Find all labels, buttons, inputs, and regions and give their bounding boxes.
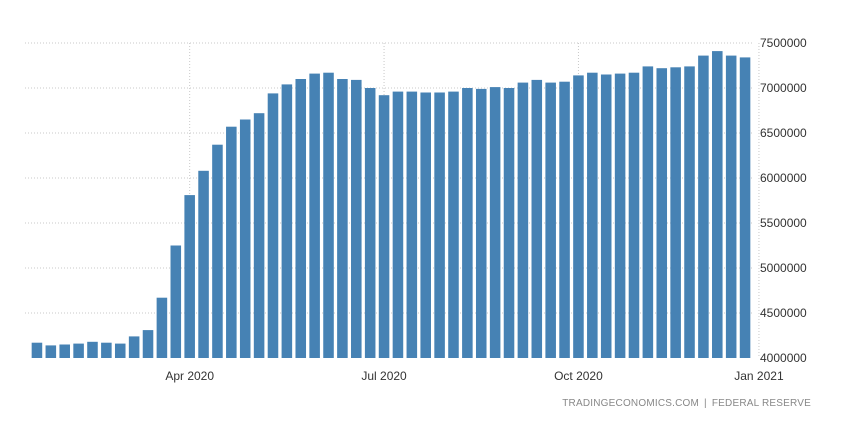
bar	[725, 55, 737, 358]
bars-layer	[31, 51, 751, 359]
bar	[87, 341, 98, 358]
bar	[351, 79, 362, 359]
bar	[698, 55, 709, 358]
bar	[31, 342, 43, 358]
bar	[212, 144, 223, 358]
bar	[628, 72, 640, 358]
bar	[531, 79, 543, 359]
bar	[295, 79, 307, 358]
bar	[545, 82, 556, 358]
bar	[364, 88, 376, 358]
bar	[267, 93, 279, 359]
y-tick-label: 4000000	[760, 351, 807, 365]
source-separator: |	[704, 398, 707, 409]
y-tick-label: 6000000	[760, 171, 807, 185]
y-tick-label: 5000000	[760, 261, 807, 275]
y-tick-label: 7500000	[760, 36, 807, 50]
bar	[573, 75, 584, 359]
bar	[253, 113, 265, 358]
bar	[503, 88, 515, 358]
x-tick-label: Oct 2020	[554, 369, 603, 383]
bar	[656, 68, 668, 358]
bar	[462, 88, 473, 358]
bar	[712, 51, 723, 358]
bar	[475, 88, 487, 359]
bar	[226, 126, 237, 358]
y-tick-label: 5500000	[760, 216, 807, 230]
bar	[198, 170, 209, 358]
bar	[587, 72, 598, 358]
bar	[337, 79, 348, 358]
bar	[392, 91, 404, 358]
bar	[142, 330, 154, 358]
bar	[378, 95, 390, 358]
bar	[517, 82, 529, 358]
bar	[309, 73, 320, 358]
y-tick-label: 6500000	[760, 126, 807, 140]
bar	[684, 66, 695, 359]
source-site: TRADINGECONOMICS.COM	[562, 398, 700, 409]
source-agency: FEDERAL RESERVE	[711, 398, 811, 409]
bar	[323, 72, 334, 358]
bar	[614, 73, 626, 358]
bar	[670, 67, 681, 359]
bar	[73, 343, 84, 358]
source-credit: TRADINGECONOMICS.COM | FEDERAL RESERVE	[562, 398, 811, 409]
bar	[170, 245, 182, 358]
bar	[281, 84, 293, 359]
bar	[448, 91, 459, 358]
x-tick-label: Apr 2020	[165, 369, 214, 383]
bar	[434, 92, 445, 358]
bar	[489, 87, 501, 358]
bar	[559, 81, 570, 358]
bar	[101, 342, 112, 358]
bar	[420, 92, 431, 358]
bar	[114, 343, 126, 358]
y-tick-label: 4500000	[760, 306, 807, 320]
bar	[156, 297, 168, 358]
bar	[239, 119, 251, 358]
bar	[45, 345, 57, 358]
bar	[406, 91, 418, 358]
bar	[128, 336, 140, 358]
bar	[739, 57, 751, 359]
bar	[184, 195, 195, 358]
x-tick-label: Jan 2021	[734, 369, 784, 383]
bar	[59, 344, 70, 358]
x-axis: Apr 2020 Jul 2020 Oct 2020 Jan 2021	[165, 369, 784, 383]
bar	[600, 74, 612, 358]
x-tick-label: Jul 2020	[361, 369, 407, 383]
y-axis: 4500000 5000000 5500000 6000000 6500000 70000…	[760, 36, 807, 365]
y-tick-label: 7000000	[760, 81, 807, 95]
bar	[642, 66, 654, 359]
